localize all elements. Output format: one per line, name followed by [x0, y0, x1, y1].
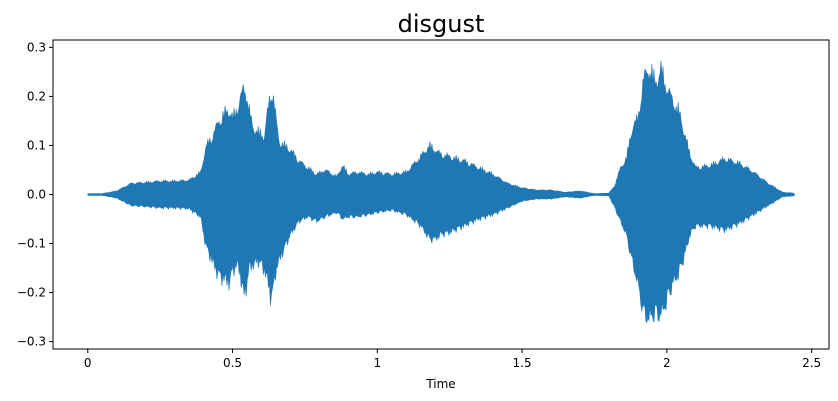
chart-title: disgust	[398, 10, 485, 38]
plot-area	[87, 60, 795, 324]
y-tick-label: −0.3	[17, 335, 46, 349]
x-tick-label: 2.5	[802, 356, 821, 370]
x-tick-label: 2	[663, 356, 671, 370]
y-tick-label: 0.3	[27, 40, 46, 54]
x-tick-label: 0	[84, 356, 92, 370]
y-tick-label: −0.2	[17, 286, 46, 300]
x-tick-label: 1.5	[513, 356, 532, 370]
y-tick-label: 0.2	[27, 89, 46, 103]
waveform-series-0	[87, 60, 795, 324]
y-tick-label: 0.1	[27, 138, 46, 152]
x-axis-label: Time	[425, 377, 455, 391]
y-tick-label: −0.1	[17, 237, 46, 251]
x-tick-label: 1	[373, 356, 381, 370]
y-axis: −0.3 −0.2 −0.1 0.0 0.1 0.2 0.3	[17, 40, 53, 349]
x-tick-label: 0.5	[223, 356, 242, 370]
y-tick-label: 0.0	[27, 188, 46, 202]
x-axis: 0 0.5 1 1.5 2 2.5	[84, 349, 821, 370]
